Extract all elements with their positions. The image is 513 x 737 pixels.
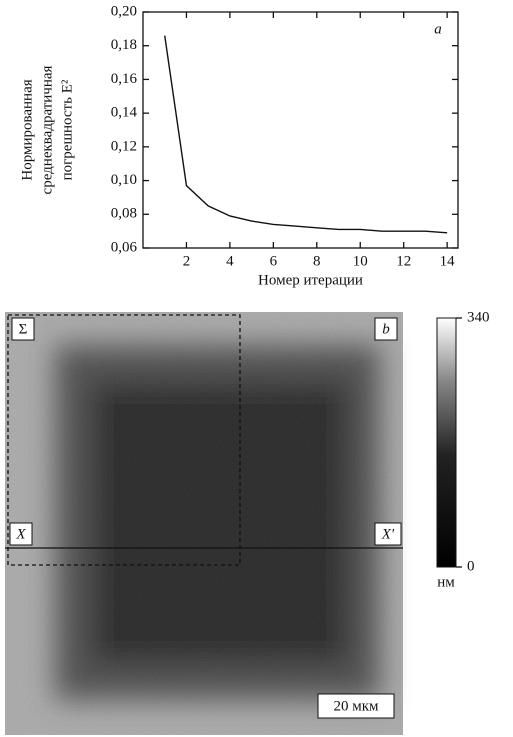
label-box [374,522,402,546]
colorbar-tick-label: 0 [467,558,475,574]
colorbar-tick-label: 340 [467,309,490,325]
x-tick-label: 6 [270,253,278,269]
colorbar-ramp [436,317,457,568]
x-tick-label: 8 [313,253,321,269]
line-label: X [15,526,26,542]
region-label: Σ [19,321,28,337]
region-frame [7,314,241,566]
panel-label: a [434,21,442,37]
label-box [317,693,395,719]
y-axis-label: Нормированная [19,79,35,180]
x-tick-label: 10 [353,253,368,269]
label-box [11,317,35,341]
colorbar: нм 0 340 [436,309,490,590]
scale-bar-label: 20 мкм [333,698,379,714]
image-noise [5,312,403,735]
y-axis-label: погрешность E² [59,79,75,180]
height-map: Σ b X X′ 20 мкм [5,312,403,735]
line-label: X′ [381,526,395,542]
y-tick-label: 0,06 [111,239,138,255]
data-line [164,35,448,234]
y-tick-label: 0,08 [111,206,137,222]
y-axis-label: среднеквадратичная [39,65,55,194]
panel-label: b [382,321,390,337]
y-tick-label: 0,18 [111,37,137,53]
label-box [9,522,33,546]
y-tick-label: 0,14 [111,105,138,121]
y-tick-label: 0,10 [111,172,137,188]
label-box [374,317,398,341]
plot-frame [142,11,459,249]
x-tick-label: 12 [396,253,411,269]
line-chart: 0,06 0,08 0,10 0,12 0,14 0,16 0,18 0,20 2 4 6 8 10 12… [19,3,459,288]
y-tick-label: 0,20 [111,3,137,19]
x-tick-label: 14 [440,253,456,269]
y-tick-label: 0,12 [111,138,137,154]
x-axis-label: Номер итерации [258,272,363,288]
y-tick-label: 0,16 [111,71,138,87]
colorbar-unit: нм [437,574,455,590]
x-tick-label: 2 [183,253,191,269]
x-tick-label: 4 [226,253,234,269]
